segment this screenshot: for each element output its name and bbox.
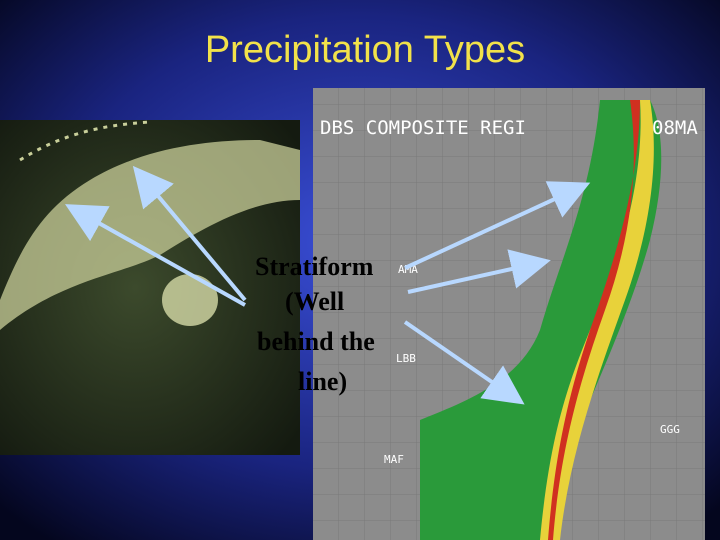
label-line: behind the (257, 327, 375, 356)
map-time: 08MA (652, 117, 698, 139)
slide-title: Precipitation Types (205, 29, 525, 71)
radar-photo (0, 120, 300, 455)
map-station: LBB (396, 352, 416, 365)
map-station: GGG (660, 423, 680, 436)
label-line: Stratiform (255, 252, 374, 281)
map-station: MAF (384, 453, 404, 466)
label-line: (Well (285, 287, 344, 316)
radar-map: DBS COMPOSITE REGI 08MA AMA LBB MAF GGG (313, 88, 705, 540)
map-header: DBS COMPOSITE REGI (320, 117, 526, 139)
label-line: line) (298, 367, 347, 396)
callout-label: Stratiform (Well behind the line) (255, 252, 375, 396)
arrows (65, 165, 591, 405)
